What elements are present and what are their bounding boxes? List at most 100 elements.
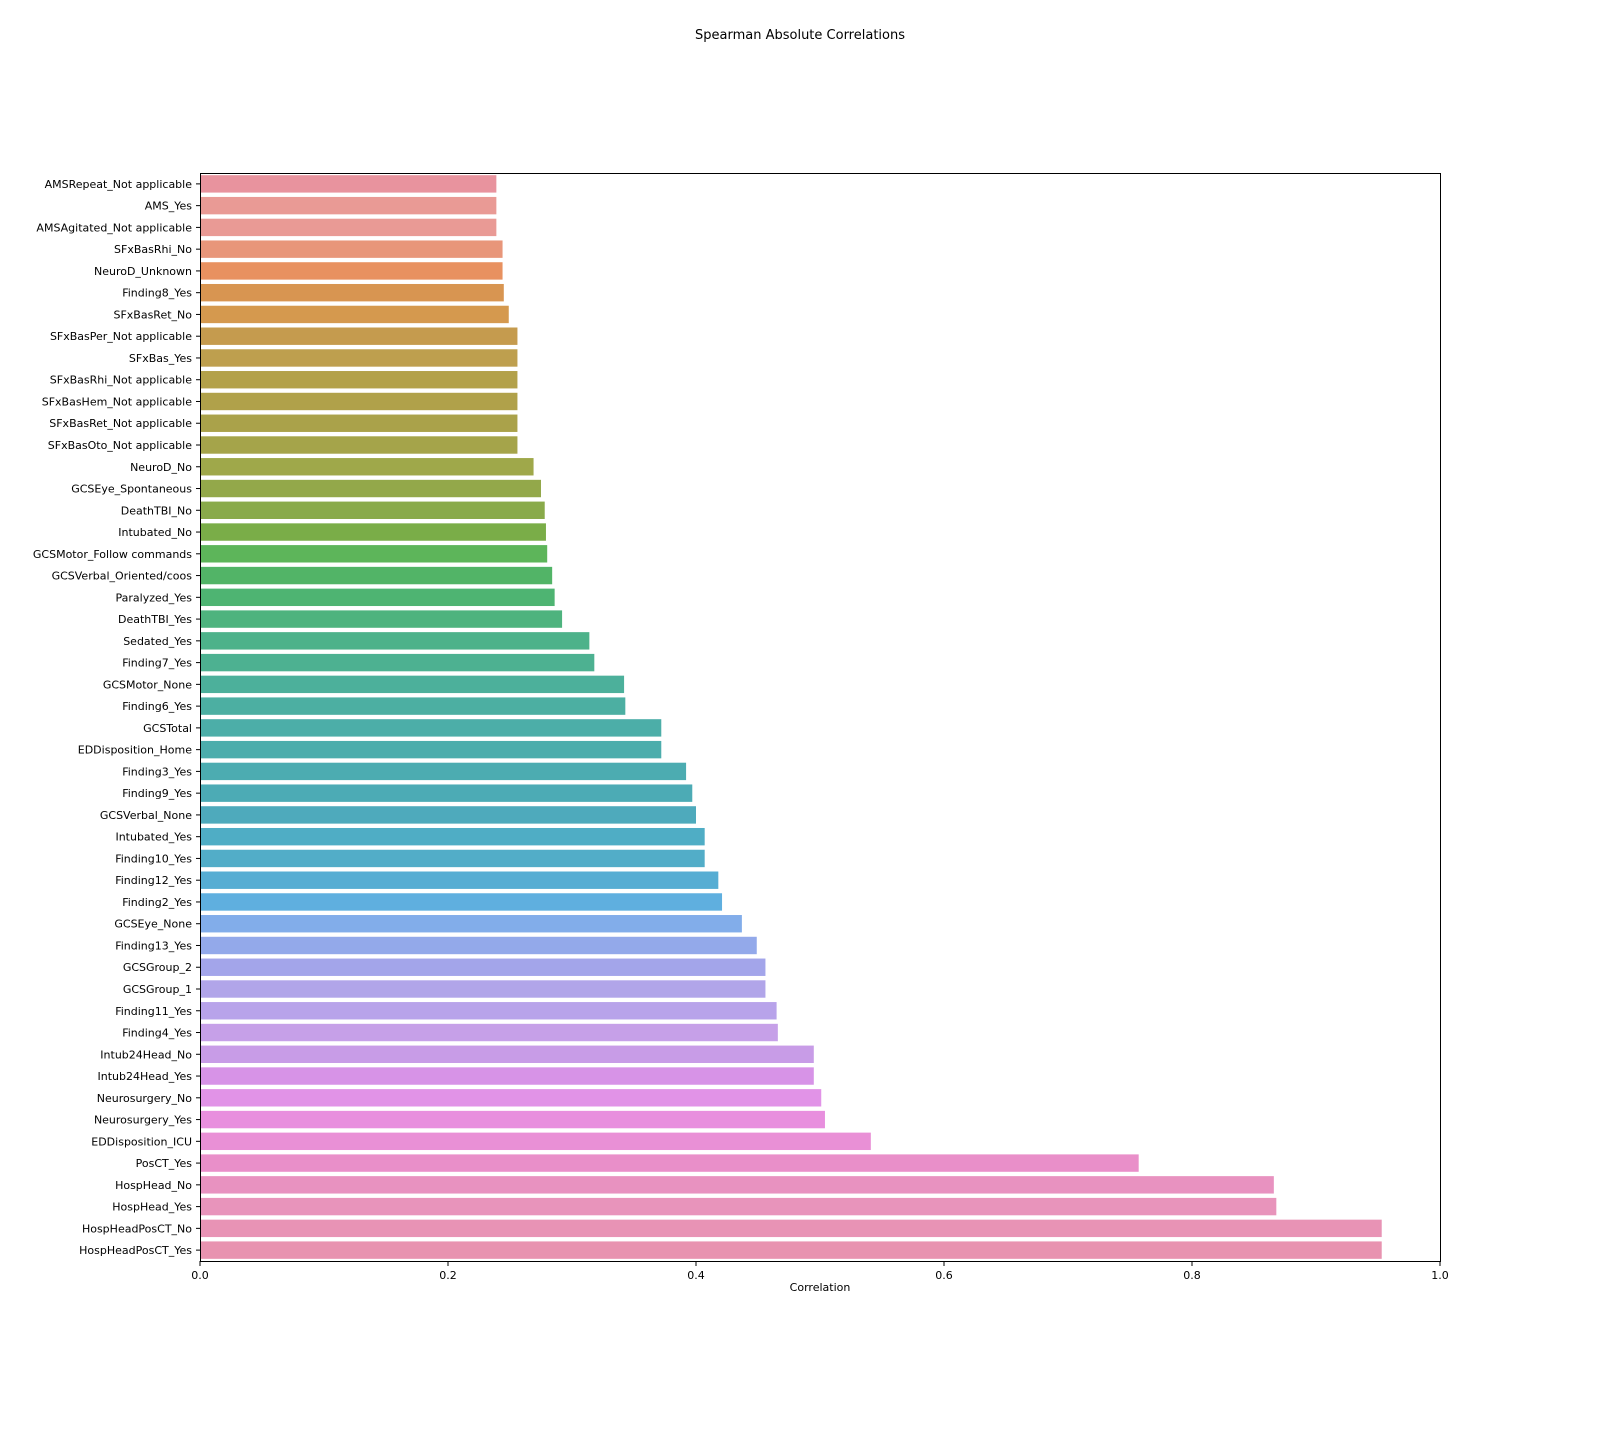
y-tick-label: GCSMotor_None: [103, 678, 192, 691]
bar-4: [200, 262, 503, 280]
bar-41: [200, 1067, 814, 1085]
y-tick-label: Neurosurgery_Yes: [94, 1114, 192, 1127]
bar-35: [200, 936, 757, 955]
y-tick-label: Finding7_Yes: [122, 657, 192, 670]
x-tick-label: 0.0: [191, 1269, 209, 1282]
y-tick-label: Finding8_Yes: [122, 287, 192, 300]
bars-group: [200, 175, 1382, 1259]
y-tick-label: HospHead_Yes: [112, 1201, 192, 1214]
y-tick-label: HospHeadPosCT_Yes: [79, 1244, 192, 1257]
y-tick-label: Finding2_Yes: [122, 896, 192, 909]
bar-16: [200, 523, 546, 541]
bar-43: [200, 1110, 825, 1129]
x-axis-group: 0.0 0.2 0.4 0.6 0.8 1.0: [191, 1261, 1449, 1282]
bar-13: [200, 458, 534, 476]
bar-49: [200, 1241, 1382, 1259]
bar-11: [200, 414, 518, 432]
bar-30: [200, 827, 705, 846]
y-tick-label: SFxBasRet_Not applicable: [49, 417, 192, 430]
y-tick-label: Intub24Head_No: [100, 1048, 192, 1061]
bar-12: [200, 436, 518, 454]
bar-26: [200, 740, 662, 759]
y-tick-label: DeathTBI_Yes: [118, 613, 192, 626]
bar-36: [200, 958, 766, 976]
bar-20: [200, 610, 563, 628]
y-tick-label: Finding4_Yes: [122, 1027, 192, 1040]
y-tick-label: SFxBasRhi_No: [114, 243, 192, 256]
y-tick-label: SFxBasPer_Not applicable: [50, 330, 192, 343]
x-tick-label: 0.6: [935, 1269, 953, 1282]
bar-10: [200, 392, 518, 411]
y-tick-label: AMS_Yes: [145, 200, 193, 213]
bar-32: [200, 871, 719, 889]
bar-29: [200, 806, 696, 824]
bar-46: [200, 1176, 1274, 1194]
y-tick-label: GCSEye_Spontaneous: [71, 483, 192, 496]
bar-18: [200, 566, 553, 585]
x-tick-label: 1.0: [1431, 1269, 1449, 1282]
y-tick-label: HospHead_No: [115, 1179, 192, 1192]
bar-17: [200, 545, 548, 563]
y-tick-label: Sedated_Yes: [123, 635, 192, 648]
y-tick-label: GCSMotor_Follow commands: [33, 548, 192, 561]
bar-19: [200, 588, 555, 607]
y-tick-label: AMSRepeat_Not applicable: [45, 178, 193, 191]
y-tick-label: SFxBas_Yes: [129, 352, 192, 365]
bar-3: [200, 240, 503, 258]
x-tick-label: 0.2: [439, 1269, 457, 1282]
y-tick-label: NeuroD_No: [130, 461, 192, 474]
bar-21: [200, 632, 590, 650]
bar-45: [200, 1154, 1139, 1172]
bar-1: [200, 196, 497, 215]
bar-9: [200, 371, 518, 389]
y-tick-label: NeuroD_Unknown: [94, 265, 192, 278]
bar-28: [200, 784, 693, 802]
y-tick-label: Finding6_Yes: [122, 700, 192, 713]
x-tick-label: 0.4: [687, 1269, 705, 1282]
y-tick-label: SFxBasRhi_Not applicable: [50, 374, 192, 387]
bar-31: [200, 849, 705, 868]
y-tick-label: DeathTBI_No: [121, 504, 193, 517]
y-tick-label: HospHeadPosCT_No: [82, 1222, 192, 1235]
chart-title: Spearman Absolute Correlations: [695, 28, 905, 43]
bar-23: [200, 675, 625, 694]
x-tick-label: 0.8: [1183, 1269, 1201, 1282]
bar-27: [200, 762, 687, 781]
y-tick-label: SFxBasHem_Not applicable: [42, 395, 193, 408]
bar-8: [200, 349, 518, 367]
y-tick-label: AMSAgitated_Not applicable: [36, 221, 192, 234]
y-tick-label: Finding9_Yes: [122, 787, 192, 800]
bar-25: [200, 719, 662, 737]
bar-15: [200, 501, 545, 519]
y-tick-label: Intubated_Yes: [115, 831, 192, 844]
plot-frame: [200, 173, 1441, 1262]
bar-7: [200, 327, 518, 345]
bar-44: [200, 1132, 871, 1151]
y-tick-label: Finding10_Yes: [115, 852, 192, 865]
y-tick-label: GCSVerbal_Oriented/coos: [52, 570, 193, 583]
y-tick-label: GCSVerbal_None: [100, 809, 192, 822]
y-tick-label: GCSEye_None: [114, 918, 192, 931]
y-tick-label: Finding11_Yes: [115, 1005, 192, 1018]
bar-39: [200, 1023, 778, 1042]
y-tick-label: Paralyzed_Yes: [116, 591, 193, 604]
bar-22: [200, 653, 595, 672]
bar-42: [200, 1089, 822, 1107]
bar-48: [200, 1219, 1382, 1238]
bar-2: [200, 218, 497, 237]
y-tick-label: Intub24Head_Yes: [98, 1070, 193, 1083]
y-tick-label: PosCT_Yes: [136, 1157, 193, 1170]
bar-38: [200, 1002, 777, 1020]
y-tick-label: SFxBasOto_Not applicable: [48, 439, 192, 452]
bar-24: [200, 697, 626, 715]
y-tick-labels-group: AMSRepeat_Not applicable AMS_Yes AMSAgitat…: [33, 178, 200, 1257]
bar-33: [200, 893, 723, 911]
y-tick-label: GCSGroup_2: [123, 961, 192, 974]
bar-5: [200, 283, 504, 302]
y-tick-label: GCSTotal: [143, 722, 192, 735]
bar-47: [200, 1197, 1277, 1216]
y-tick-label: Neurosurgery_No: [97, 1092, 193, 1105]
bar-0: [200, 175, 497, 193]
y-tick-label: Finding3_Yes: [122, 765, 192, 778]
